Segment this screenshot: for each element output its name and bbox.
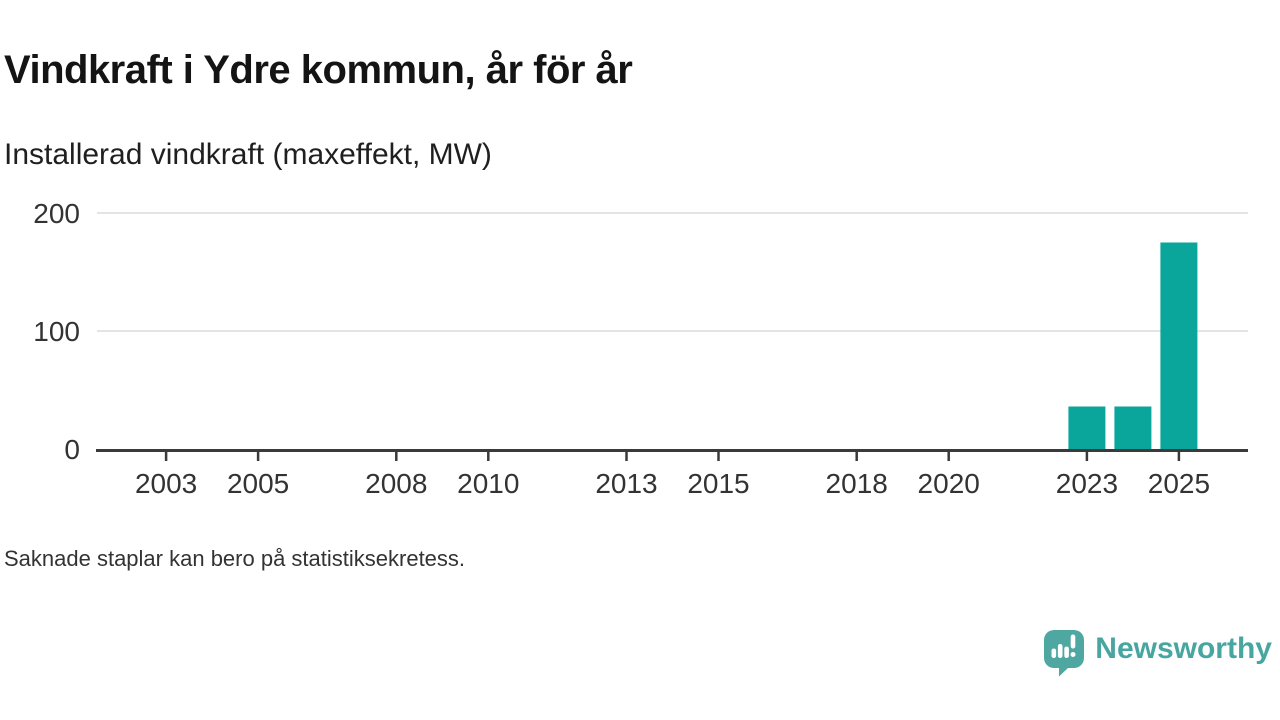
bar-glyph-3 — [1064, 646, 1070, 658]
x-tick-label-2020: 2020 — [918, 468, 980, 499]
newsworthy-bubble-icon — [1044, 630, 1085, 677]
y-tick-label-0: 0 — [64, 434, 80, 465]
exclamation-dot-glyph — [1070, 652, 1076, 657]
bar-2023 — [1068, 406, 1106, 451]
chart-subtitle: Installerad vindkraft (maxeffekt, MW) — [4, 138, 492, 171]
exclamation-bar-glyph — [1070, 634, 1076, 649]
bubble-shape — [1044, 630, 1085, 677]
footnote: Saknade staplar kan bero på statistiksek… — [4, 546, 466, 571]
x-tick-label-2005: 2005 — [227, 468, 289, 499]
newsworthy-logo[interactable]: Newsworthy — [1042, 628, 1272, 677]
x-tick-label-2013: 2013 — [595, 468, 657, 499]
y-tick-label-100: 100 — [33, 316, 80, 347]
bar-glyph-1 — [1051, 648, 1057, 658]
x-tick-label-2025: 2025 — [1148, 468, 1210, 499]
bar-glyph-2 — [1058, 644, 1063, 658]
bar-2025 — [1160, 242, 1198, 451]
x-tick-label-2015: 2015 — [687, 468, 749, 499]
y-tick-label-200: 200 — [33, 198, 80, 229]
bar-chart: 2003 2005 2008 2010 2013 2015 2018 2020 2023 2025… — [33, 198, 1248, 499]
x-tick-label-2003: 2003 — [135, 468, 197, 499]
newsworthy-wordmark: Newsworthy — [1095, 631, 1272, 665]
bar-2024 — [1114, 406, 1152, 451]
x-tick-label-2008: 2008 — [365, 468, 427, 499]
x-tick-label-2010: 2010 — [457, 468, 519, 499]
x-tick-label-2018: 2018 — [826, 468, 888, 499]
x-tick-label-2023: 2023 — [1056, 468, 1118, 499]
chart-title: Vindkraft i Ydre kommun, år för år — [4, 48, 633, 92]
